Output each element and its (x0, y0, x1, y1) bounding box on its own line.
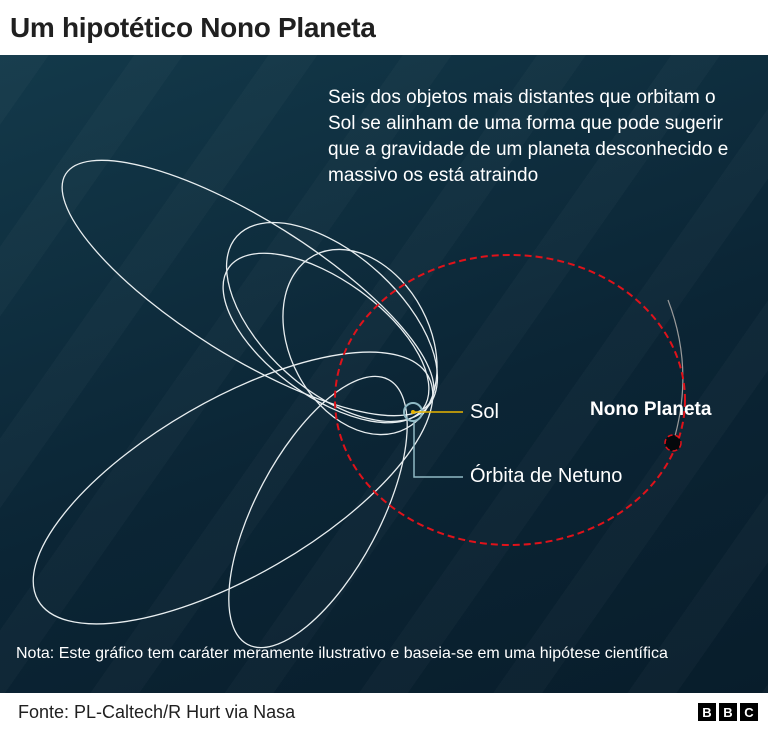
neptune-leader-line (413, 421, 463, 478)
description-text: Seis dos objetos mais distantes que orbi… (328, 87, 729, 186)
sun-icon (411, 410, 415, 414)
planet-nine-label: Nono Planeta (590, 399, 712, 420)
object-orbit-4 (282, 248, 438, 436)
orbit-diagram (32, 159, 686, 649)
sun-label: Sol (470, 401, 499, 423)
bbc-logo-letter: B (698, 703, 716, 721)
background-stripes (0, 55, 768, 693)
planet-nine-orbit (334, 254, 686, 546)
object-orbit-3 (222, 252, 430, 424)
bbc-logo-letter: B (719, 703, 737, 721)
planet-nine-path-arc (667, 299, 684, 444)
source-text: Fonte: PL-Caltech/R Hurt via Nasa (18, 702, 296, 722)
note-text: Nota: Este gráfico tem caráter meramente… (16, 645, 668, 662)
diagram-panel: Seis dos objetos mais distantes que orbi… (0, 55, 768, 693)
page-title: Um hipotético Nono Planeta (10, 12, 376, 43)
object-orbit-6 (228, 375, 408, 649)
neptune-orbit-label: Órbita de Netuno (470, 465, 623, 487)
bbc-logo: B B C (698, 703, 758, 721)
planet-nine-icon (664, 434, 682, 452)
bbc-logo-letter: C (740, 703, 758, 721)
object-orbit-5 (32, 351, 434, 625)
